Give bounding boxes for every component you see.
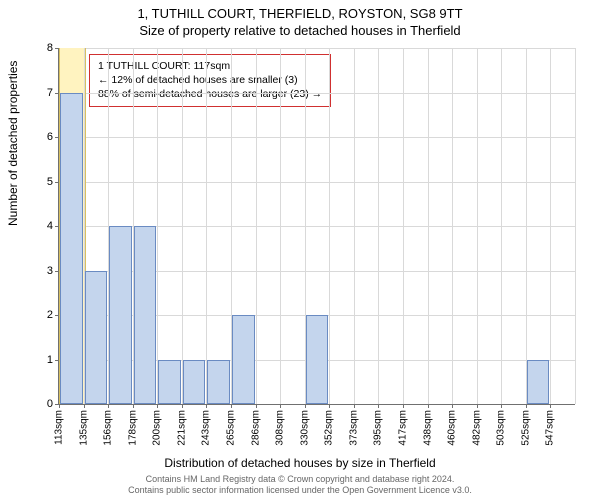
gridline-v [452,48,453,404]
x-tick-label: 221sqm [176,410,187,446]
gridline-h [59,48,575,49]
gridline-v [182,48,183,404]
x-tick-label: 286sqm [250,410,261,446]
gridline-v [477,48,478,404]
histogram-bar [527,360,550,405]
x-tick-label: 482sqm [471,410,482,446]
histogram-bar [134,226,157,404]
gridline-h [59,182,575,183]
x-tick-label: 200sqm [152,410,163,446]
title-main: 1, TUTHILL COURT, THERFIELD, ROYSTON, SG… [0,6,600,21]
x-tick-label: 547sqm [545,410,556,446]
footer-line1: Contains HM Land Registry data © Crown c… [0,474,600,485]
annotation-box: 1 TUTHILL COURT: 117sqm← 12% of detached… [89,54,331,107]
histogram-bar [306,315,329,404]
x-tick-label: 525sqm [520,410,531,446]
gridline-v [354,48,355,404]
gridline-v [329,48,330,404]
gridline-v [550,48,551,404]
y-axis-label: Number of detached properties [6,61,20,226]
histogram-bar [85,271,108,405]
x-tick-label: 352sqm [324,410,335,446]
gridline-v [206,48,207,404]
histogram-bar [109,226,132,404]
x-tick-label: 395sqm [373,410,384,446]
y-tick-label: 0 [47,398,59,410]
annotation-line: 88% of semi-detached houses are larger (… [98,87,322,101]
footer: Contains HM Land Registry data © Crown c… [0,474,600,496]
x-tick-mark [59,404,60,408]
y-tick-label: 2 [47,309,59,321]
gridline-v [575,48,576,404]
histogram-bar [232,315,255,404]
x-tick-mark [182,404,183,408]
x-tick-label: 330sqm [299,410,310,446]
x-axis-label: Distribution of detached houses by size … [0,456,600,470]
histogram-bar [158,360,181,405]
y-tick-label: 4 [47,220,59,232]
x-tick-label: 373sqm [348,410,359,446]
x-tick-mark [157,404,158,408]
x-tick-label: 308sqm [275,410,286,446]
x-tick-mark [329,404,330,408]
y-tick-label: 8 [47,42,59,54]
x-tick-label: 243sqm [201,410,212,446]
gridline-v [403,48,404,404]
y-tick-label: 5 [47,176,59,188]
x-tick-mark [280,404,281,408]
x-tick-label: 460sqm [447,410,458,446]
x-tick-label: 156sqm [103,410,114,446]
y-tick-label: 1 [47,354,59,366]
x-tick-mark [526,404,527,408]
footer-line2: Contains public sector information licen… [0,485,600,496]
x-tick-label: 178sqm [127,410,138,446]
x-tick-mark [501,404,502,408]
chart-plot-area: 1 TUTHILL COURT: 117sqm← 12% of detached… [58,48,575,405]
x-tick-mark [354,404,355,408]
x-tick-mark [428,404,429,408]
x-tick-mark [231,404,232,408]
x-tick-mark [256,404,257,408]
x-tick-label: 135sqm [78,410,89,446]
x-tick-mark [133,404,134,408]
gridline-v [157,48,158,404]
gridline-v [526,48,527,404]
y-tick-label: 7 [47,87,59,99]
gridline-h [59,137,575,138]
x-tick-mark [206,404,207,408]
x-tick-mark [378,404,379,408]
gridline-v [428,48,429,404]
x-tick-mark [477,404,478,408]
x-tick-label: 113sqm [54,410,65,445]
gridline-v [280,48,281,404]
x-tick-mark [305,404,306,408]
histogram-bar [60,93,83,405]
x-tick-mark [452,404,453,408]
gridline-h [59,93,575,94]
y-tick-label: 6 [47,131,59,143]
annotation-line: 1 TUTHILL COURT: 117sqm [98,59,322,73]
annotation-line: ← 12% of detached houses are smaller (3) [98,73,322,87]
x-tick-mark [84,404,85,408]
histogram-bar [207,360,230,405]
gridline-v [501,48,502,404]
y-tick-label: 3 [47,265,59,277]
x-tick-mark [108,404,109,408]
x-tick-label: 503sqm [496,410,507,446]
x-tick-mark [403,404,404,408]
title-sub: Size of property relative to detached ho… [0,23,600,38]
gridline-v [256,48,257,404]
x-tick-mark [550,404,551,408]
x-tick-label: 438sqm [422,410,433,446]
x-tick-label: 265sqm [226,410,237,446]
gridline-v [378,48,379,404]
x-tick-label: 417sqm [398,410,409,446]
histogram-bar [183,360,206,405]
